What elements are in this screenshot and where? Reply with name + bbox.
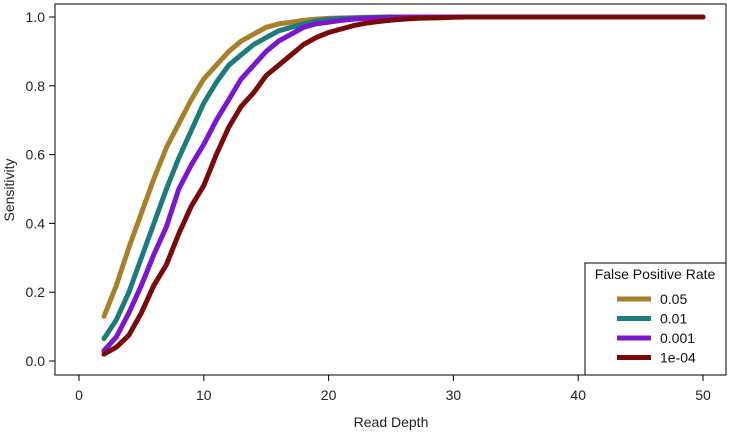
legend-label: 0.01 xyxy=(660,311,687,327)
legend-box xyxy=(584,262,727,376)
y-axis-title: Sensitivity xyxy=(1,158,17,221)
x-tick-label: 40 xyxy=(570,387,586,403)
y-tick-label: 0.4 xyxy=(26,215,46,231)
x-tick-label: 30 xyxy=(446,387,462,403)
x-tick-label: 20 xyxy=(321,387,337,403)
x-axis-title: Read Depth xyxy=(354,414,429,430)
y-tick-label: 0.8 xyxy=(26,78,46,94)
legend: False Positive Rate 0.05 0.01 0.001 1e-04 xyxy=(584,262,727,376)
x-tick-label: 0 xyxy=(75,387,83,403)
legend-items: 0.05 0.01 0.001 1e-04 xyxy=(617,291,696,366)
legend-label: 0.001 xyxy=(660,330,695,346)
plot-frame xyxy=(54,3,727,376)
y-tick-label: 0.0 xyxy=(26,353,46,369)
x-axis: 0 10 20 30 40 50 xyxy=(75,375,711,403)
x-tick-label: 50 xyxy=(695,387,711,403)
series-line-3 xyxy=(101,14,706,357)
y-tick-label: 1.0 xyxy=(26,9,46,25)
y-tick-label: 0.2 xyxy=(26,284,46,300)
legend-label: 1e-04 xyxy=(660,350,696,366)
y-axis: 0.0 0.2 0.4 0.6 0.8 1.0 xyxy=(26,9,55,369)
y-tick-label: 0.6 xyxy=(26,147,46,163)
series-layer xyxy=(101,14,706,357)
legend-title: False Positive Rate xyxy=(595,266,716,282)
legend-label: 0.05 xyxy=(660,291,687,307)
x-tick-label: 10 xyxy=(196,387,212,403)
